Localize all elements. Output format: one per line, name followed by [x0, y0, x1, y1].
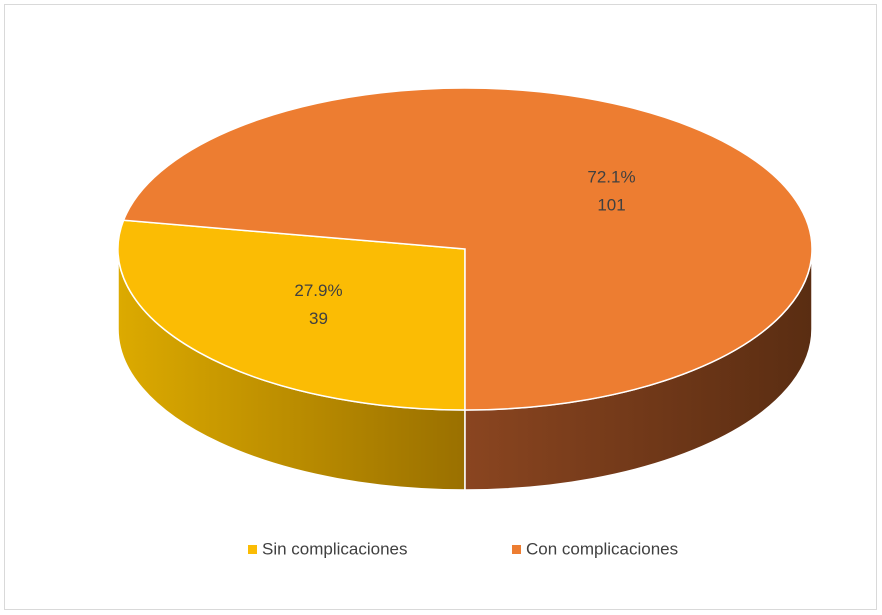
- legend-label: Con complicaciones: [526, 539, 678, 558]
- legend-swatch: [248, 545, 257, 554]
- value-label: 39: [309, 309, 328, 328]
- legend-label: Sin complicaciones: [262, 539, 408, 558]
- percent-label: 72.1%: [587, 168, 635, 187]
- pie-slice: [117, 219, 466, 411]
- percent-label: 27.9%: [294, 281, 342, 300]
- legend-swatch: [512, 545, 521, 554]
- value-label: 101: [597, 196, 625, 215]
- pie-slice: [122, 87, 813, 411]
